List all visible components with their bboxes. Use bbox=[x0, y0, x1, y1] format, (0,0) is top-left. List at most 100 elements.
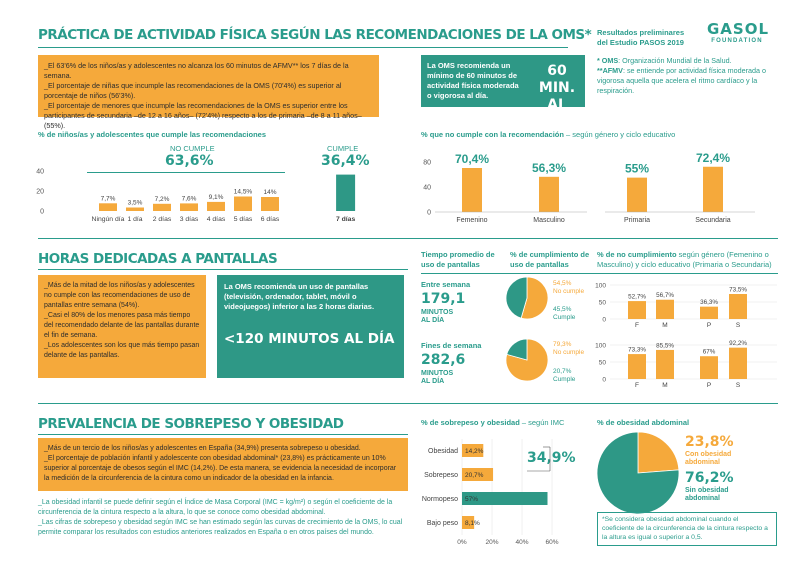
bar bbox=[99, 203, 117, 211]
imc-title: % de sobrepeso y obesidad – según IMC bbox=[421, 418, 564, 427]
x-tick-label: Femenino bbox=[456, 217, 487, 224]
x-tick-label: 3 días bbox=[180, 216, 199, 223]
data-label: 14,2% bbox=[465, 448, 484, 455]
col3-title: % de no cumplimiento según género (Femen… bbox=[597, 250, 777, 270]
y-tick-label: 100 bbox=[595, 343, 606, 350]
abd-title: % de obesidad abdominal bbox=[597, 418, 690, 427]
bullet: _El porcentaje de menores que incumple l… bbox=[44, 101, 362, 130]
y-tick-label: 40 bbox=[423, 185, 431, 192]
bar bbox=[703, 166, 723, 212]
x-tick-label: P bbox=[707, 382, 711, 389]
x-tick-label: 1 día bbox=[127, 216, 142, 223]
x-tick-label: 6 días bbox=[261, 216, 280, 223]
oms-big-line1: 60 MIN. bbox=[538, 63, 576, 96]
col3-title-bold: % de no cumplimiento bbox=[597, 250, 677, 259]
pie-pantallas-semana bbox=[506, 277, 548, 319]
abd-yes-label: Con obesidad abdominal bbox=[685, 451, 732, 466]
pie-slice bbox=[520, 277, 548, 319]
oms-screen-text: La OMS recomienda un uso de pantallas (t… bbox=[224, 282, 375, 311]
x-tick-label: M bbox=[662, 322, 667, 329]
imc-title-bold: % de sobrepeso y obesidad bbox=[421, 418, 520, 427]
pie1-no-value: 54,5% bbox=[553, 280, 572, 287]
x-tick-label: 5 días bbox=[234, 216, 253, 223]
chart2-title-rest: – según género y ciclo educativo bbox=[563, 130, 676, 139]
pie-obesidad-abdominal bbox=[597, 432, 679, 514]
source-line-2: del Estudio PASOS 2019 bbox=[597, 38, 684, 47]
x-tick-label: Masculino bbox=[533, 217, 565, 224]
bar bbox=[126, 207, 144, 211]
weekday-value: 179,1 bbox=[421, 291, 466, 307]
data-label: 14,5% bbox=[234, 189, 253, 196]
pie-slice bbox=[506, 339, 528, 361]
weekend-value: 282,6 bbox=[421, 352, 466, 368]
section3-title: PREVALENCIA DE SOBREPESO Y OBESIDAD bbox=[38, 416, 344, 432]
data-label: 73,3% bbox=[628, 347, 646, 354]
section2-title: HORAS DEDICADAS A PANTALLAS bbox=[38, 251, 278, 267]
pie2-si-label: Cumple bbox=[553, 376, 576, 383]
divider bbox=[38, 403, 778, 404]
oms-screen-box: La OMS recomienda un uso de pantallas (t… bbox=[217, 275, 404, 378]
x-tick-label: M bbox=[662, 382, 667, 389]
pie1-cumple: 45,5% Cumple bbox=[553, 306, 575, 322]
note-value: : Organización Mundial de la Salud. bbox=[618, 56, 732, 65]
bar bbox=[700, 356, 718, 379]
bar bbox=[729, 294, 747, 319]
divider bbox=[421, 273, 778, 274]
bar bbox=[656, 299, 674, 319]
pie2-no-cumple: 79,3% No cumple bbox=[553, 341, 584, 357]
logo-text: GASOL bbox=[707, 20, 770, 38]
source-note: Resultados preliminares del Estudio PASO… bbox=[597, 28, 684, 48]
x-tick-label: 7 días bbox=[336, 216, 355, 223]
y-tick-label: Obesidad bbox=[428, 448, 458, 455]
data-label: 9,1% bbox=[209, 194, 224, 201]
bullet: _Más de un tercio de los niños/as y adol… bbox=[44, 445, 361, 452]
title-underline bbox=[38, 434, 408, 435]
bar bbox=[628, 301, 646, 319]
pie-slice bbox=[506, 277, 528, 319]
pie-pantallas-finde bbox=[506, 339, 548, 381]
x-tick-label: Ningún día bbox=[92, 216, 125, 223]
x-tick-label: P bbox=[707, 322, 711, 329]
pie2-no-value: 79,3% bbox=[553, 341, 572, 348]
note: _Las cifras de sobrepeso y obesidad segú… bbox=[38, 519, 403, 536]
cumple-value: 36,4% bbox=[321, 153, 370, 169]
imc-total: 34,9% bbox=[527, 450, 576, 466]
bar bbox=[462, 444, 484, 457]
pie2-cumple: 20,7% Cumple bbox=[553, 368, 575, 384]
chart2-title-bold: % que no cumple con la recomendación bbox=[421, 130, 564, 139]
x-tick-label: 60% bbox=[545, 539, 558, 546]
pie1-no-cumple: 54,5% No cumple bbox=[553, 280, 584, 296]
bar bbox=[153, 203, 171, 211]
bullet: _Los adolescentes son los que más tiempo… bbox=[44, 342, 200, 359]
col2-title: % de cumplimiento de uso de pantallas bbox=[510, 250, 590, 269]
pie2-no-label: No cumple bbox=[553, 349, 585, 356]
bar bbox=[462, 168, 482, 212]
bar bbox=[729, 347, 747, 379]
y-tick-label: Sobrepeso bbox=[424, 472, 458, 479]
data-label: 36,3% bbox=[700, 299, 718, 306]
x-tick-label: 2 días bbox=[153, 216, 172, 223]
bar bbox=[261, 197, 279, 211]
no-cumple-value: 63,6% bbox=[165, 153, 214, 169]
oms-screen-big: <120 MINUTOS AL DÍA bbox=[224, 331, 395, 347]
bar bbox=[628, 354, 646, 379]
chart-pantallas-semana: 0 50 100 52,7% F 56,7% M 36,3% P 73,5% S bbox=[595, 283, 777, 329]
logo-subtext: FOUNDATION bbox=[711, 38, 763, 44]
chart-pantallas-finde: 0 50 100 73,3% F 85,5% M 67% P 92,2% S bbox=[595, 340, 777, 389]
y-tick-label: Normopeso bbox=[422, 496, 458, 503]
x-tick-label: F bbox=[635, 322, 639, 329]
data-label: 20,7% bbox=[465, 472, 484, 479]
col1-title: Tiempo promedio de uso de pantallas bbox=[421, 250, 495, 269]
y-tick-label: 0 bbox=[602, 317, 606, 324]
x-tick-label: 0% bbox=[457, 539, 467, 546]
chart-dias: 0 20 40 7,7% Ningún día 3,5% 1 día 7,2% 2 días 7,… bbox=[36, 169, 355, 224]
bar bbox=[462, 516, 475, 529]
chart1-title: % de niños/as y adolescentes que cumple … bbox=[38, 130, 267, 139]
bullet: _El porcentaje de niñas que incumple las… bbox=[44, 81, 342, 100]
y-tick-label: 80 bbox=[423, 160, 431, 167]
pie-slice bbox=[597, 432, 679, 514]
note-value: : se entiende por actividad física moder… bbox=[597, 66, 767, 95]
bar bbox=[234, 196, 252, 211]
data-label: 7,2% bbox=[155, 196, 170, 203]
source-line-1: Resultados preliminares bbox=[597, 28, 685, 37]
